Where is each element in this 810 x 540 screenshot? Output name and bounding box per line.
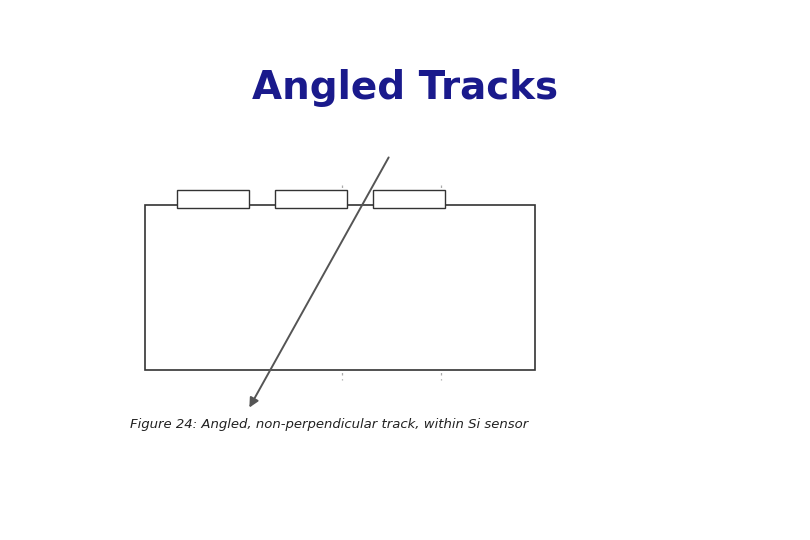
Text: 18/11/2004: 18/11/2004 <box>12 509 68 519</box>
Text: Semiconductor Detectors for Particle Physics:: Semiconductor Detectors for Particle Phy… <box>6 8 229 18</box>
Bar <box>275 190 347 208</box>
Text: Angled Tracks: Angled Tracks <box>252 69 558 107</box>
Text: 19/11/2004: 19/11/2004 <box>12 528 68 538</box>
Bar <box>177 190 249 208</box>
Text: Figure 24: Angled, non-perpendicular track, within Si sensor: Figure 24: Angled, non-perpendicular tra… <box>130 418 528 431</box>
Text: Lecture 3: Lecture 3 <box>6 25 53 35</box>
Bar <box>145 205 535 370</box>
Bar <box>373 190 445 208</box>
Text: T. Bowcock: T. Bowcock <box>378 516 432 525</box>
